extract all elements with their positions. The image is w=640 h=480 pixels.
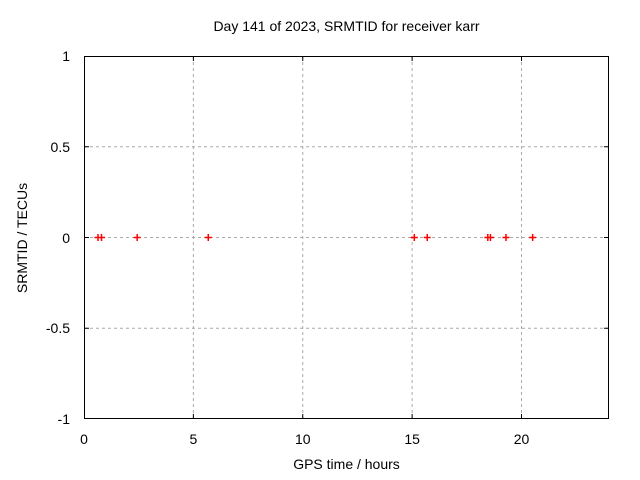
y-tick-label: 0 <box>62 229 70 246</box>
y-tick-label: 1 <box>62 48 70 64</box>
x-tick-label: 0 <box>80 431 88 447</box>
x-tick-label: 20 <box>513 431 530 447</box>
data-point-markers <box>94 234 537 241</box>
x-tick-label: 10 <box>294 431 311 447</box>
plot-area <box>83 55 609 420</box>
plot-canvas <box>83 55 609 420</box>
x-tick-label: 15 <box>404 431 420 447</box>
y-tick-label: 0.5 <box>50 138 70 155</box>
plot-frame <box>84 56 609 419</box>
x-tick-label: 5 <box>189 431 198 447</box>
chart-title: Day 141 of 2023, SRMTID for receiver kar… <box>213 18 480 34</box>
y-tick-label: -0.5 <box>45 320 70 337</box>
y-tick-label: -1 <box>57 411 70 427</box>
x-axis-label: GPS time / hours <box>293 456 400 472</box>
